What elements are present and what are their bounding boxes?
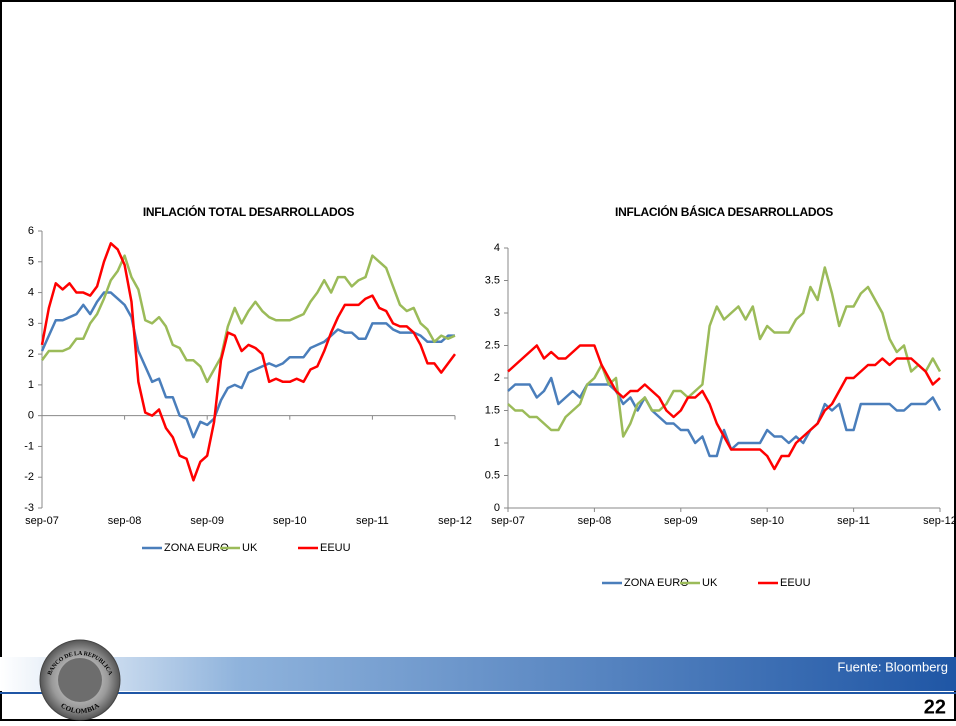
y-tick-label: -2 [24,471,34,483]
y-tick-label: 2 [28,348,34,360]
source: Fuente: Bloomberg [837,659,948,674]
series-line [40,291,455,439]
series-line [40,254,456,384]
y-tick-label: 4 [494,242,500,254]
series-line [40,242,457,482]
x-tick-label: sep-11 [837,515,870,527]
x-tick-label: sep-08 [578,515,612,527]
x-tick-label: sep-07 [25,515,59,527]
chart-title: INFLACIÓN TOTAL DESARROLLADOS [143,204,355,219]
x-tick-label: sep-10 [750,515,784,527]
logo: BANCO DE LA REPUBLICA COLOMBIA [39,639,121,721]
legend-label: UK [702,577,718,589]
x-tick-label: sep-09 [664,515,698,527]
legend-label: EEUU [780,577,811,589]
y-tick-label: 3 [494,307,500,319]
x-tick-label: sep-10 [273,515,307,527]
y-tick-label: 3 [28,317,34,329]
x-tick-label: sep-11 [356,515,389,527]
x-tick-label: sep-12 [438,515,472,527]
y-tick-label: -3 [24,502,34,514]
logo-portrait [58,658,102,702]
x-tick-label: sep-09 [190,515,224,527]
y-tick-label: 3.5 [485,274,500,286]
y-tick-label: 0 [494,502,500,514]
legend-label: ZONA EURO [624,577,689,589]
y-tick-label: 0.5 [485,469,500,481]
x-tick-label: sep-07 [491,515,525,527]
y-tick-label: 6 [28,225,34,237]
legend-label: UK [242,542,258,554]
y-tick-label: 4 [28,286,34,298]
x-tick-label: sep-12 [923,515,956,527]
y-tick-label: -1 [24,440,34,452]
series-line [507,376,942,458]
series-line [507,266,942,438]
footer-band [0,657,956,691]
y-tick-label: 1 [494,437,500,449]
y-tick-label: 2.5 [485,339,500,351]
page-number: 22 [924,696,946,718]
y-tick-label: 0 [28,410,34,422]
legend-label: EEUU [320,542,351,554]
x-tick-label: sep-08 [108,515,142,527]
y-tick-label: 1.5 [485,404,500,416]
series-line [507,344,941,471]
y-tick-label: 2 [494,372,500,384]
y-tick-label: 5 [28,256,34,268]
legend-label: ZONA EURO [164,542,229,554]
y-tick-label: 1 [28,379,34,391]
chart-title: INFLACIÓN BÁSICA DESARROLLADOS [615,204,833,219]
